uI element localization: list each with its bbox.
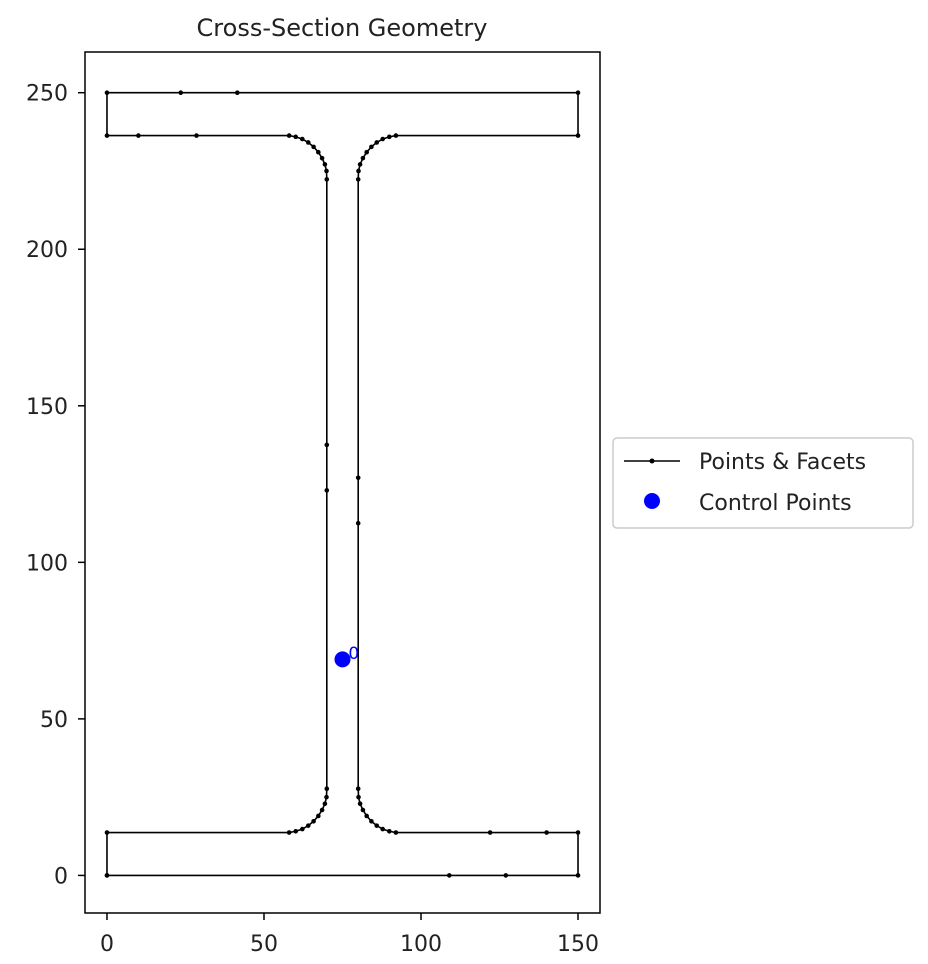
geometry-point (319, 807, 325, 813)
series-polygon-outline (104, 90, 581, 878)
x-tick-label: 150 (557, 932, 599, 957)
geometry-point (316, 813, 321, 819)
plot-area-frame (84, 51, 601, 914)
geometry-point (136, 133, 141, 138)
geometry-point (324, 488, 330, 493)
geometry-point (356, 168, 361, 174)
geometry-point (355, 520, 361, 526)
y-tick-label: 50 (40, 708, 68, 733)
legend-label-points-facets: Points & Facets (699, 450, 866, 475)
x-tick-label: 100 (400, 932, 442, 957)
facet-outline (106, 91, 579, 877)
geometry-point (355, 177, 361, 182)
legend-control-marker (644, 493, 660, 509)
legend-frame (612, 437, 914, 529)
geometry-point (311, 818, 316, 824)
geometry-point (374, 140, 380, 145)
y-axis: 0 50 100 150 200 250 (26, 82, 85, 889)
legend: Points & Facets Control Points (612, 437, 914, 529)
geometry-point (374, 823, 380, 828)
geometry-point (305, 140, 311, 145)
control-point-label: 0 (348, 644, 359, 664)
geometry-point (369, 818, 374, 824)
geometry-point (364, 813, 369, 819)
geometry-point (311, 144, 316, 150)
legend-label-control-points: Control Points (699, 491, 852, 516)
geometry-point (356, 794, 361, 800)
geometry-point (322, 162, 328, 167)
geometry-point (319, 155, 325, 161)
geometry-point (386, 828, 392, 834)
chart-title: Cross-Section Geometry (197, 14, 488, 42)
geometry-point (178, 90, 184, 96)
y-tick-label: 150 (26, 395, 68, 420)
x-axis: 0 50 100 150 (100, 913, 599, 957)
geometry-point (544, 830, 549, 835)
geometry-point (355, 475, 361, 481)
geometry-point (575, 90, 581, 96)
x-tick-label: 50 (250, 932, 278, 957)
geometry-point (393, 830, 399, 835)
geometry-point (357, 801, 363, 807)
geometry-point (386, 134, 392, 140)
x-tick-label: 0 (100, 932, 114, 957)
geometry-point (355, 786, 361, 792)
geometry-point (305, 823, 311, 828)
geometry-point (324, 794, 329, 800)
geometry-point (393, 133, 399, 138)
geometry-point (357, 162, 363, 167)
geometry-point (575, 133, 581, 138)
y-tick-label: 0 (54, 864, 68, 889)
geometry-point (235, 90, 240, 96)
geometry-point (104, 133, 110, 138)
geometry-point (487, 830, 493, 835)
geometry-point (324, 168, 329, 174)
legend-line-marker (649, 458, 655, 464)
geometry-point (286, 830, 292, 835)
geometry-point (324, 177, 330, 182)
geometry-point (104, 90, 110, 96)
y-tick-label: 100 (26, 551, 68, 576)
geometry-point (503, 873, 509, 878)
geometry-point (575, 830, 581, 835)
control-point (334, 651, 351, 668)
geometry-point (360, 807, 366, 813)
geometry-point (286, 133, 292, 138)
geometry-point (360, 155, 366, 161)
geometry-point (324, 786, 330, 792)
geometry-point (293, 134, 299, 140)
series-markers: 0 (334, 644, 359, 668)
geometry-point (300, 826, 305, 832)
y-tick-label: 250 (26, 82, 68, 107)
geometry-point (380, 136, 385, 142)
geometry-point (369, 144, 374, 150)
geometry-point (194, 133, 199, 138)
y-tick-label: 200 (26, 238, 68, 263)
geometry-point (316, 149, 321, 155)
series-layer: 0 (104, 90, 581, 878)
geometry-point (322, 801, 328, 807)
geometry-point (300, 136, 305, 142)
geometry-point (104, 873, 110, 878)
geometry-point (293, 828, 299, 834)
geometry-point (575, 873, 581, 878)
geometry-point (446, 873, 452, 878)
geometry-point (324, 442, 330, 448)
geometry-point (380, 826, 385, 832)
geometry-point (364, 149, 369, 155)
geometry-point (104, 830, 110, 835)
